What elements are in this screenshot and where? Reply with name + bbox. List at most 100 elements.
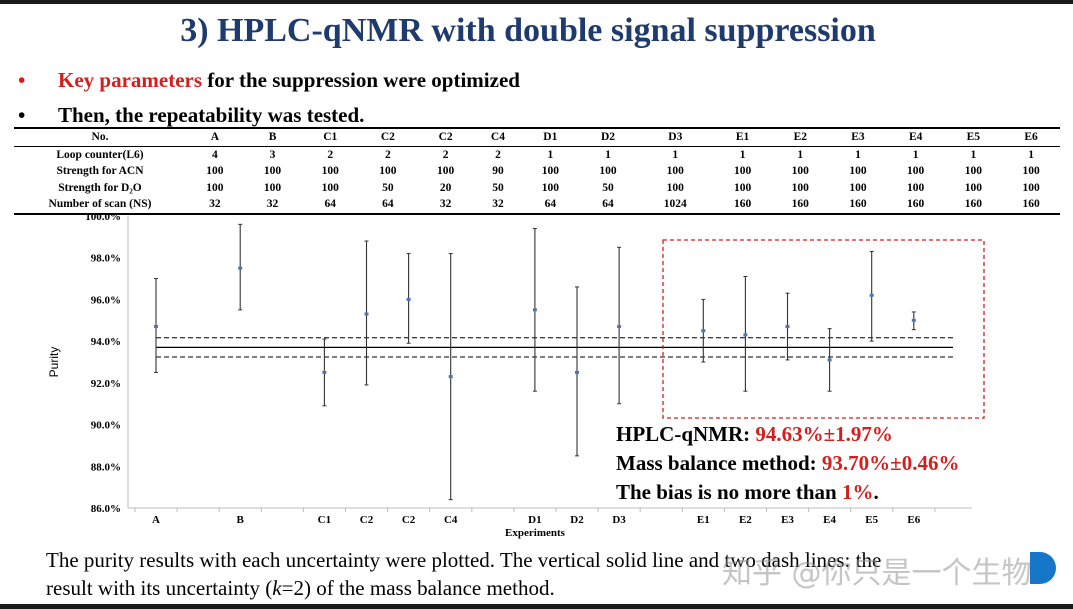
data-point xyxy=(617,325,622,329)
table-cell: 50 xyxy=(492,181,504,194)
table-cell: 160 xyxy=(944,196,1003,215)
table-cell: 1 xyxy=(912,148,919,161)
table-cell: 100 xyxy=(907,165,925,178)
table-cell: 100 xyxy=(849,165,867,178)
data-point xyxy=(154,325,158,329)
table-cell: E1 xyxy=(713,127,772,147)
highlight-box xyxy=(662,239,985,419)
y-tick-label: 88.0% xyxy=(91,461,121,473)
table-cell: 64 xyxy=(359,196,417,215)
table-cell: 160 xyxy=(1002,196,1060,215)
table-cell: C2 xyxy=(359,127,417,147)
table-cell: E3 xyxy=(829,127,887,147)
table-cell: 100 xyxy=(541,165,559,178)
result-mass-balance: Mass balance method: 93.70%±0.46% xyxy=(616,451,959,476)
logo-icon xyxy=(1030,552,1056,584)
data-point xyxy=(238,266,243,270)
bullet-1: • Key parameters for the suppression were… xyxy=(18,68,520,92)
table-cell: B xyxy=(243,127,302,147)
row-header: Number of scan (NS) xyxy=(14,196,186,215)
table-cell: 2 xyxy=(495,148,501,161)
table-cell: 100 xyxy=(263,181,282,194)
table-cell: 20 xyxy=(439,181,452,194)
table-cell: 32 xyxy=(474,196,522,215)
table-cell: 100 xyxy=(907,181,925,194)
data-point xyxy=(785,325,790,329)
table-cell: 160 xyxy=(886,196,945,215)
table-cell: C4 xyxy=(474,127,522,147)
x-tick-label: C1 xyxy=(318,514,331,526)
bullet-text: Then, the repeatability was tested. xyxy=(58,103,365,127)
result-value: 93.70%±0.46% xyxy=(821,451,960,475)
top-bar xyxy=(0,0,1073,4)
result-tail: . xyxy=(873,480,879,504)
x-tick-label: B xyxy=(237,514,245,526)
table-row: Number of scan (NS) 32 32 64 64 32 32 64 64 1024 1… xyxy=(14,196,1060,215)
data-point xyxy=(701,329,706,333)
table-cell: 50 xyxy=(602,181,614,194)
y-tick-label: 86.0% xyxy=(91,503,121,515)
y-tick-label: 100.0% xyxy=(85,211,121,223)
table-row: Strength for D₂O 100 100 100 50 20 50 100 50 100 1… xyxy=(14,180,1060,197)
y-tick-label: 90.0% xyxy=(91,420,121,432)
table-cell: 1 xyxy=(739,148,746,161)
table-cell: 100 xyxy=(733,181,752,194)
table-cell: D1 xyxy=(521,127,580,147)
caption-line-1: The purity results with each uncertainty… xyxy=(46,548,882,572)
table-cell: 100 xyxy=(206,181,224,194)
slide-title: 3) HPLC-qNMR with double signal suppress… xyxy=(180,12,876,49)
table-cell: 64 xyxy=(521,196,580,215)
data-point xyxy=(743,333,748,337)
result-value: 1% xyxy=(842,480,874,504)
x-tick-label: C2 xyxy=(360,514,374,526)
x-tick-label: E6 xyxy=(907,514,920,526)
table-cell: E6 xyxy=(1002,127,1060,147)
table-cell: D3 xyxy=(636,127,714,147)
table-cell: 100 xyxy=(321,165,339,178)
x-tick-label: E2 xyxy=(739,514,752,526)
table-cell: 32 xyxy=(243,196,302,215)
table-cell: E2 xyxy=(771,127,830,147)
parameter-table: No. A B C1 C2 C2 C4 D1 D2 D3 E1 E2 E3 E4 E5 E6 Loop coun… xyxy=(14,127,1060,215)
table-cell: 3 xyxy=(269,148,276,161)
table-cell: 64 xyxy=(301,196,360,215)
result-label: Mass balance method: xyxy=(616,451,822,475)
y-tick-label: 98.0% xyxy=(91,253,121,265)
table-cell: D2 xyxy=(579,127,637,147)
table-cell: 100 xyxy=(436,165,455,178)
x-tick-label: D2 xyxy=(570,514,584,526)
table-cell: 100 xyxy=(321,181,339,194)
table-cell: 2 xyxy=(327,148,334,161)
table-cell: E4 xyxy=(886,127,945,147)
x-tick-label: D1 xyxy=(528,514,541,526)
bullet-highlight: Key parameters xyxy=(58,68,203,92)
table-cell: 1 xyxy=(547,148,554,161)
table-cell: 1 xyxy=(970,148,977,161)
data-point xyxy=(532,308,537,312)
table-cell: 160 xyxy=(829,196,887,215)
table-cell: 90 xyxy=(492,165,504,178)
x-axis-label: Experiments xyxy=(505,527,566,539)
data-point xyxy=(322,370,327,374)
caption-text: =2) of the mass balance method. xyxy=(281,576,555,600)
result-label: HPLC-qNMR: xyxy=(616,422,756,446)
table-row: Loop counter(L6) 4 3 2 2 2 2 1 1 1 1 1 1 1 1 1 xyxy=(14,146,1060,163)
x-tick-label: C4 xyxy=(444,514,458,526)
table-cell: 100 xyxy=(666,165,684,178)
y-tick-label: 94.0% xyxy=(91,336,121,348)
row-header: Loop counter(L6) xyxy=(56,148,144,161)
table-cell: 100 xyxy=(206,165,224,178)
table-cell: 1 xyxy=(605,148,611,161)
table-cell: 100 xyxy=(541,181,559,194)
table-cell: 1024 xyxy=(636,196,714,215)
table-cell: 100 xyxy=(964,165,982,178)
table-cell: E5 xyxy=(944,127,1003,147)
y-tick-label: 92.0% xyxy=(91,378,121,390)
caption-text: result with its uncertainty ( xyxy=(46,576,273,600)
table-cell: 1 xyxy=(855,148,861,161)
y-tick-label: 96.0% xyxy=(91,294,121,306)
table-cell: 100 xyxy=(599,165,617,178)
table-cell: 100 xyxy=(791,181,809,194)
table-cell: C2 xyxy=(416,127,475,147)
